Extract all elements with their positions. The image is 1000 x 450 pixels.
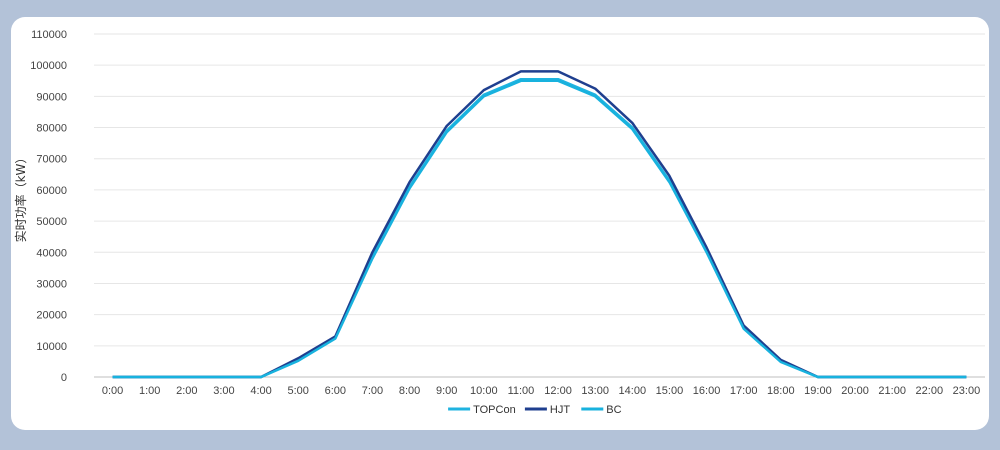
x-tick-label: 12:00 <box>544 385 572 397</box>
x-tick-labels: 0:00 1:00 2:00 3:00 4:00 5:00 6:00 7:00 8:00 9:00… <box>102 385 980 397</box>
line-chart: 0 10000 20000 30000 40000 50000 60000 70000 8000… <box>13 29 985 416</box>
y-tick-label: 50000 <box>36 216 67 228</box>
legend-item-hjt[interactable]: HJT <box>524 404 570 416</box>
x-tick-label: 14:00 <box>619 385 647 397</box>
x-tick-label: 0:00 <box>102 385 123 397</box>
x-tick-label: 10:00 <box>470 385 498 397</box>
series-line-bc <box>112 79 967 379</box>
x-tick-label: 20:00 <box>841 385 869 397</box>
x-tick-label: 23:00 <box>953 385 981 397</box>
chart-card: 0 10000 20000 30000 40000 50000 60000 70000 8000… <box>11 17 989 430</box>
legend-item-bc[interactable]: BC <box>581 404 622 416</box>
y-tick-label: 110000 <box>31 29 67 41</box>
y-tick-label: 20000 <box>36 310 67 322</box>
x-tick-label: 8:00 <box>399 385 420 397</box>
legend-label: HJT <box>550 404 570 416</box>
series-line-hjt <box>112 70 967 379</box>
x-tick-label: 3:00 <box>213 385 234 397</box>
x-tick-label: 1:00 <box>139 385 160 397</box>
y-tick-label: 80000 <box>36 123 67 135</box>
series-line-topcon <box>112 77 967 379</box>
x-tick-label: 13:00 <box>581 385 609 397</box>
x-tick-label: 5:00 <box>287 385 308 397</box>
legend-label: TOPCon <box>473 404 516 416</box>
x-tick-label: 9:00 <box>436 385 457 397</box>
series-lines <box>112 70 967 379</box>
y-tick-label: 30000 <box>36 278 67 290</box>
y-tick-label: 10000 <box>36 341 67 353</box>
x-tick-label: 22:00 <box>916 385 944 397</box>
legend-label: BC <box>606 404 621 416</box>
y-tick-label: 40000 <box>36 247 67 259</box>
x-tick-label: 19:00 <box>804 385 832 397</box>
y-tick-labels: 0 10000 20000 30000 40000 50000 60000 70000 8000… <box>30 29 67 384</box>
x-tick-label: 17:00 <box>730 385 758 397</box>
y-axis-label: 实时功率（kW） <box>13 152 28 243</box>
x-tick-label: 21:00 <box>878 385 906 397</box>
x-tick-label: 7:00 <box>362 385 383 397</box>
y-tick-label: 90000 <box>36 91 67 103</box>
x-tick-label: 16:00 <box>693 385 721 397</box>
legend: TOPCon HJT BC <box>448 404 622 416</box>
x-tick-label: 6:00 <box>325 385 346 397</box>
y-tick-label: 60000 <box>36 185 67 197</box>
x-tick-label: 4:00 <box>250 385 271 397</box>
x-tick-label: 11:00 <box>508 385 535 397</box>
y-tick-label: 100000 <box>30 60 67 72</box>
y-tick-label: 0 <box>61 372 67 384</box>
x-tick-label: 18:00 <box>767 385 795 397</box>
legend-item-topcon[interactable]: TOPCon <box>448 404 516 416</box>
x-tick-label: 2:00 <box>176 385 197 397</box>
grid-lines <box>94 33 985 378</box>
y-tick-label: 70000 <box>36 154 67 166</box>
x-tick-label: 15:00 <box>656 385 684 397</box>
